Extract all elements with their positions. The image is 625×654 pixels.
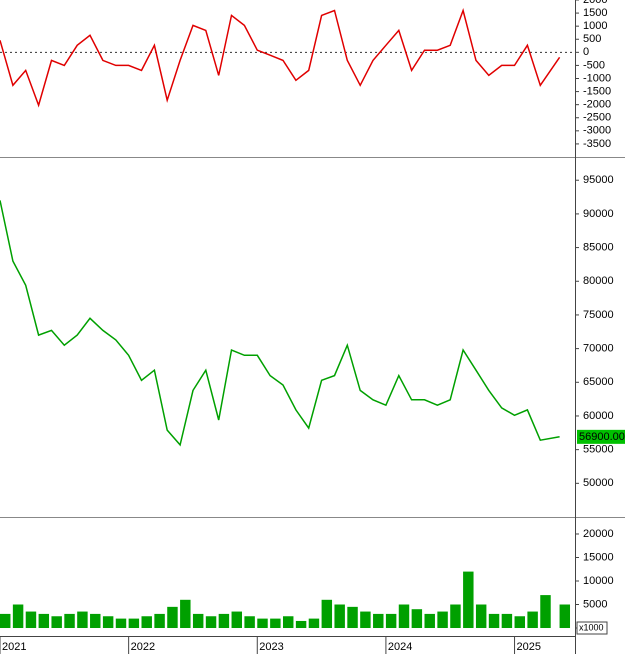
y-tick-label: 0	[583, 46, 589, 58]
volume-bar	[411, 609, 423, 629]
x-tick-label: 2022	[131, 641, 155, 653]
last-price-label: 56900.00	[579, 431, 625, 443]
volume-bar	[192, 613, 204, 629]
volume-bar	[64, 613, 75, 629]
volume-bar	[501, 613, 513, 629]
y-tick-label: 75000	[583, 309, 614, 321]
volume-bar	[295, 620, 307, 629]
y-tick-label: 80000	[583, 275, 614, 287]
volume-bar	[398, 604, 410, 629]
volume-bar	[540, 595, 551, 629]
x-tick-label: 2024	[388, 641, 412, 653]
volume-bar	[244, 616, 255, 629]
volume-bar	[128, 618, 140, 629]
y-tick-label: 65000	[583, 376, 614, 388]
volume-bar	[450, 604, 461, 629]
y-tick-label: 2000	[583, 0, 607, 6]
unit-label: x1000	[579, 622, 604, 632]
series-line	[0, 7, 561, 108]
volume-bar	[12, 604, 24, 629]
volume-bar	[115, 618, 127, 629]
volume-bar	[90, 613, 101, 629]
volume-bar	[321, 599, 333, 629]
y-tick-label: 55000	[583, 444, 614, 456]
volume-bar	[308, 618, 320, 629]
y-tick-label: -2000	[583, 99, 611, 111]
volume-bar	[514, 616, 525, 629]
x-tick-label: 2025	[517, 641, 541, 653]
volume-bar	[141, 616, 152, 629]
y-tick-label: 20000	[583, 528, 614, 540]
volume-bar	[270, 618, 281, 629]
y-tick-label: 5000	[583, 598, 607, 610]
volume-bar	[231, 611, 242, 629]
volume-bar	[463, 571, 474, 629]
y-tick-label: 10000	[583, 575, 614, 587]
volume-bar	[154, 613, 165, 629]
volume-bar	[102, 616, 114, 629]
y-tick-label: 70000	[583, 343, 614, 355]
volume-bar	[180, 599, 191, 629]
y-tick-label: 90000	[583, 208, 614, 220]
volume-bar	[347, 606, 358, 629]
volume-bar	[424, 613, 435, 629]
y-tick-label: 60000	[583, 410, 614, 422]
x-tick-label: 2021	[2, 641, 26, 653]
y-tick-label: -1000	[583, 72, 611, 84]
volume-bar	[334, 604, 345, 629]
volume-bar	[373, 613, 384, 629]
y-tick-label: -500	[583, 59, 605, 71]
y-tick-label: -1500	[583, 85, 611, 97]
volume-bar	[218, 613, 230, 629]
y-tick-label: 1000	[583, 20, 607, 32]
unit-box	[576, 621, 608, 635]
x-tick-label: 2023	[259, 641, 283, 653]
y-tick-label: 1500	[583, 7, 607, 19]
y-tick-label: -3000	[583, 125, 611, 137]
y-tick-label: -3500	[583, 138, 611, 150]
series-line	[0, 200, 560, 447]
y-tick-label: 50000	[583, 477, 614, 489]
volume-bar	[385, 613, 397, 629]
volume-bar	[437, 611, 448, 629]
volume-bar	[257, 618, 268, 629]
volume-bar	[475, 604, 487, 629]
y-tick-label: 95000	[583, 174, 614, 186]
y-tick-label: -2500	[583, 112, 611, 124]
volume-bar	[77, 611, 88, 629]
volume-bar	[25, 611, 37, 629]
y-tick-label: 500	[583, 33, 601, 45]
volume-bar	[527, 611, 538, 629]
volume-bar	[167, 606, 178, 629]
y-tick-label: 85000	[583, 241, 614, 253]
volume-bar	[559, 604, 571, 629]
volume-bar	[51, 616, 62, 629]
volume-bar	[38, 613, 50, 629]
volume-bar	[488, 613, 500, 629]
volume-bar	[205, 616, 217, 629]
volume-bar	[0, 613, 11, 629]
last-price-box	[577, 429, 625, 444]
volume-bar	[360, 611, 371, 629]
y-tick-label: 15000	[583, 551, 614, 563]
volume-bar	[282, 616, 294, 629]
